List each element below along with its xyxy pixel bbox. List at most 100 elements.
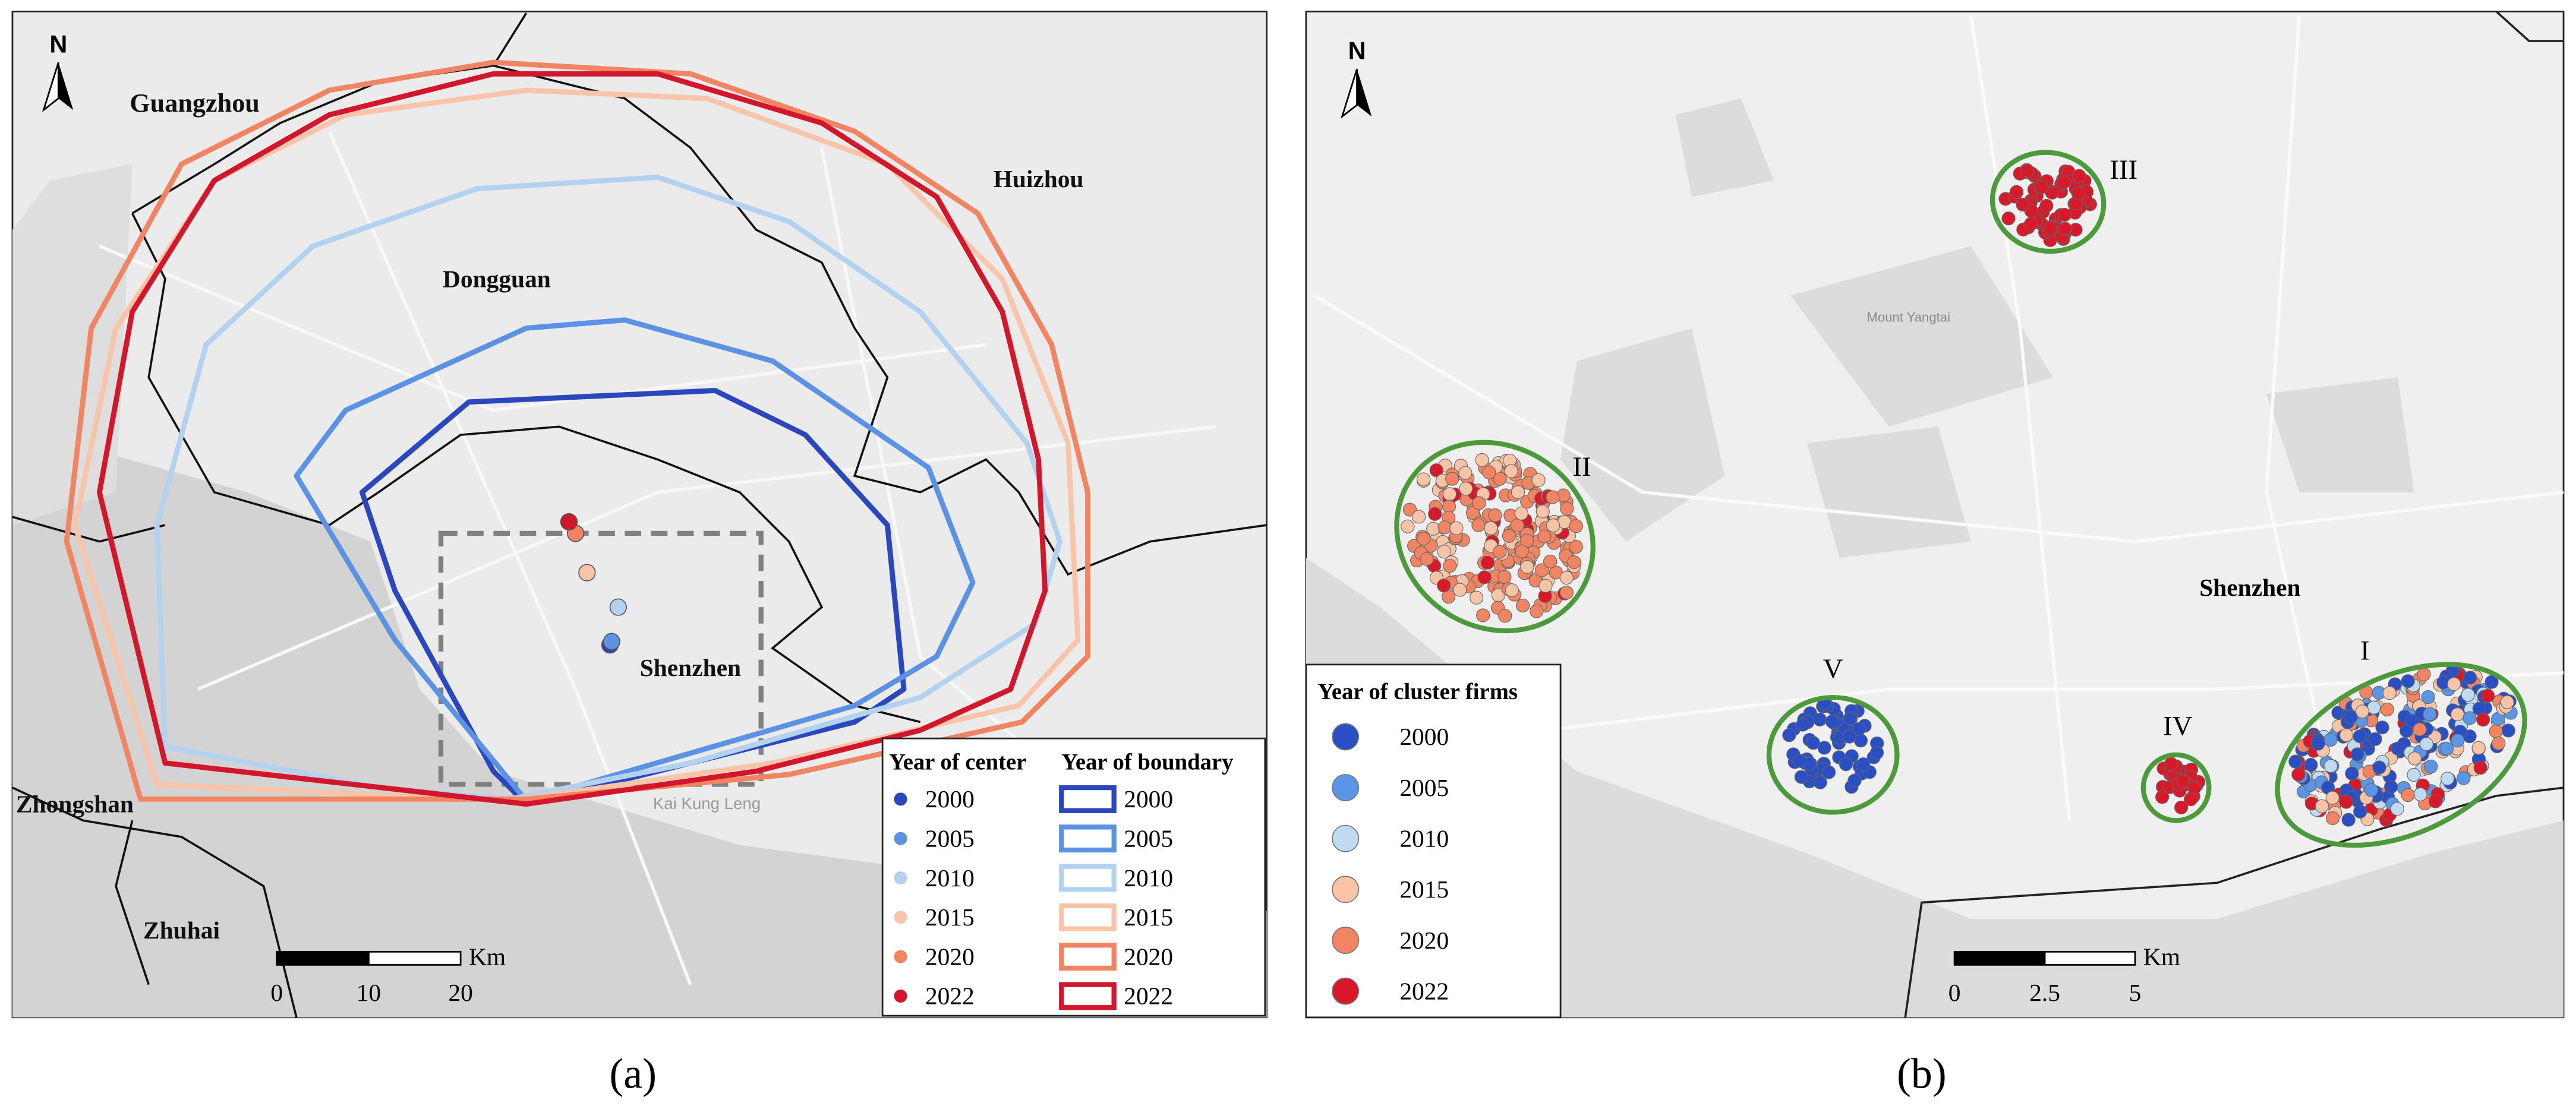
north-label: N: [1348, 36, 1366, 64]
firm-dot: [2020, 163, 2035, 178]
legend-swatch: [1059, 943, 1117, 971]
firm-dot: [2424, 759, 2438, 774]
firm-dot: [2463, 671, 2477, 685]
firm-dot: [2071, 186, 2085, 200]
road: [327, 130, 692, 985]
firm-dot: [2413, 787, 2427, 801]
firm-dot: [2339, 795, 2353, 809]
firm-dot: [2463, 711, 2477, 725]
legend-title: Year of boundary: [1061, 750, 1233, 775]
firm-dot: [1821, 765, 1836, 779]
firm-dot: [2380, 702, 2394, 717]
legend-swatch: [1059, 982, 1117, 1010]
firm-dot: [2184, 792, 2198, 807]
firm-dot: [1530, 604, 1544, 618]
boundary: [154, 174, 1062, 802]
firm-dot: [1493, 545, 1507, 559]
firm-dot: [1847, 773, 1862, 788]
firm-dot: [2039, 198, 2054, 213]
legend-year: 2020: [1124, 943, 1173, 970]
boundary: [96, 71, 1048, 807]
firm-dot: [1437, 579, 1451, 593]
firm-dot: [1825, 715, 1839, 729]
firm-dot: [1505, 583, 1519, 598]
firm-dot: [2057, 175, 2071, 189]
north-arrow: [58, 62, 74, 110]
panel-a: Guangzhou Huizhou Dongguan Shenzhen Zhongsha…: [11, 10, 1267, 1098]
firm-dot: [2500, 695, 2514, 709]
firm-dot: [1471, 518, 1486, 532]
firm-dot: [1538, 579, 1553, 593]
firm-dot: [2440, 741, 2454, 756]
terrain: [1806, 426, 1971, 558]
firm-dot: [2441, 772, 2455, 786]
firm-dot: [2016, 197, 2030, 212]
firm-dot: [2339, 728, 2354, 742]
water: [12, 164, 133, 526]
firm-dot: [1470, 590, 1484, 605]
terrain: [2266, 377, 2414, 492]
scale-unit: Km: [469, 943, 506, 970]
legend-swatch: [1059, 824, 1117, 853]
terrain: [1790, 246, 2053, 427]
firm-dot: [2288, 754, 2303, 769]
firm-dot: [2058, 222, 2072, 236]
legend-year: 2015: [1124, 903, 1173, 931]
firm-dot: [2009, 185, 2024, 199]
legend-dot: [1332, 723, 1360, 751]
firm-dot: [1856, 757, 1871, 772]
terrain: [1675, 98, 1774, 197]
firm-dot: [1443, 487, 1457, 501]
firm-dot: [1559, 585, 1574, 600]
firm-dot: [2501, 723, 2515, 738]
firm-dot: [2353, 804, 2367, 819]
legend-year: 2000: [925, 785, 975, 813]
firm-dot: [1546, 518, 1560, 533]
firm-dot: [2345, 766, 2359, 780]
firm-dot: [1480, 555, 1495, 570]
legend-year: 2020: [1399, 927, 1449, 954]
legend-swatch: [1059, 903, 1117, 931]
panel-caption: (a): [609, 1050, 657, 1098]
cluster-label: I: [2360, 636, 2370, 666]
firm-dot: [1472, 496, 1486, 510]
place-label: Huizhou: [994, 165, 1084, 192]
admin-boundary: [2495, 11, 2564, 42]
firm-dot: [1567, 555, 1581, 570]
firm-dot: [2417, 667, 2431, 682]
legend-dot: [1332, 774, 1360, 801]
firm-dot: [1569, 519, 1583, 533]
firm-dot: [2447, 677, 2461, 691]
firm-dot: [2413, 722, 2427, 737]
legend-year: 2022: [1124, 982, 1173, 1010]
firm-dot: [2457, 771, 2471, 785]
legend-dot: [1332, 824, 1360, 852]
legend-dot: [894, 911, 907, 924]
cluster-outline: [1766, 694, 1900, 815]
scale-bar: [368, 950, 462, 966]
firm-dot: [1531, 473, 1546, 487]
firm-dot: [1412, 510, 1426, 524]
firm-dot: [1458, 466, 1473, 480]
firm-dot: [1515, 598, 1530, 613]
scale-tick: 10: [357, 979, 381, 1006]
scale-bar: [2044, 950, 2136, 966]
firm-dot: [1502, 529, 1516, 543]
scale-bar: [1953, 950, 2046, 966]
firm-dot: [1796, 718, 1810, 732]
firm-dot: [2375, 721, 2389, 735]
cluster-outline: [1394, 440, 1596, 634]
firm-dot: [2043, 221, 2058, 236]
study-area-box: [438, 530, 764, 787]
place-label: Kai Kung Leng: [653, 794, 761, 813]
firm-dot: [1569, 539, 1583, 554]
firm-dot: [2367, 700, 2381, 715]
legend-dot: [1332, 977, 1360, 1005]
legend-year: 2010: [925, 864, 975, 892]
center-point: [560, 513, 578, 531]
firm-dot: [1852, 722, 1866, 737]
legend-dot: [894, 989, 907, 1003]
legend-year: 2010: [1124, 864, 1173, 892]
scale-tick: 0: [1948, 979, 1961, 1006]
